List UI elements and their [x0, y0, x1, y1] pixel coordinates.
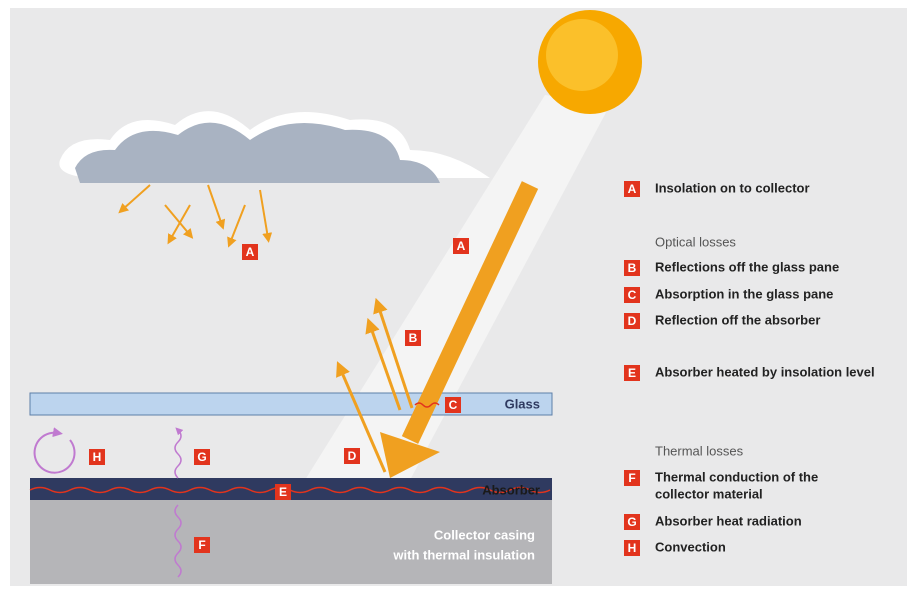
letter: C [449, 398, 458, 412]
legend-text: Absorption in the glass pane [655, 286, 833, 301]
letter: B [409, 331, 418, 345]
legend-text: Reflection off the absorber [655, 312, 820, 327]
glass-pane [30, 393, 552, 415]
legend-text: Convection [655, 539, 726, 554]
legend-text: Reflections off the glass pane [655, 259, 839, 274]
letter: F [628, 471, 635, 485]
letter: D [348, 449, 357, 463]
legend-text: Absorber heated by insolation level [655, 364, 875, 379]
legend-heading: Optical losses [655, 234, 736, 249]
legend-text: Insolation on to collector [655, 180, 810, 195]
letter: E [279, 485, 287, 499]
diagram: Glass Absorber Collector casing with the… [0, 0, 907, 591]
letter: F [198, 538, 205, 552]
letter: D [628, 314, 637, 328]
letter: H [93, 450, 102, 464]
letter: G [197, 450, 206, 464]
legend-text: collector material [655, 486, 763, 501]
letter: H [628, 541, 637, 555]
casing-label: with thermal insulation [392, 547, 535, 562]
sun-core [546, 19, 618, 91]
letter: G [627, 515, 636, 529]
legend-heading: Thermal losses [655, 443, 744, 458]
legend-text: Absorber heat radiation [655, 513, 802, 528]
casing-label: Collector casing [434, 527, 535, 542]
letter: A [457, 239, 466, 253]
legend-text: Thermal conduction of the [655, 469, 818, 484]
letter: C [628, 288, 637, 302]
letter: A [628, 182, 637, 196]
letter: A [246, 245, 255, 259]
letter: B [628, 261, 637, 275]
glass-label: Glass [505, 396, 540, 411]
letter: E [628, 366, 636, 380]
absorber-label: Absorber [482, 482, 540, 497]
